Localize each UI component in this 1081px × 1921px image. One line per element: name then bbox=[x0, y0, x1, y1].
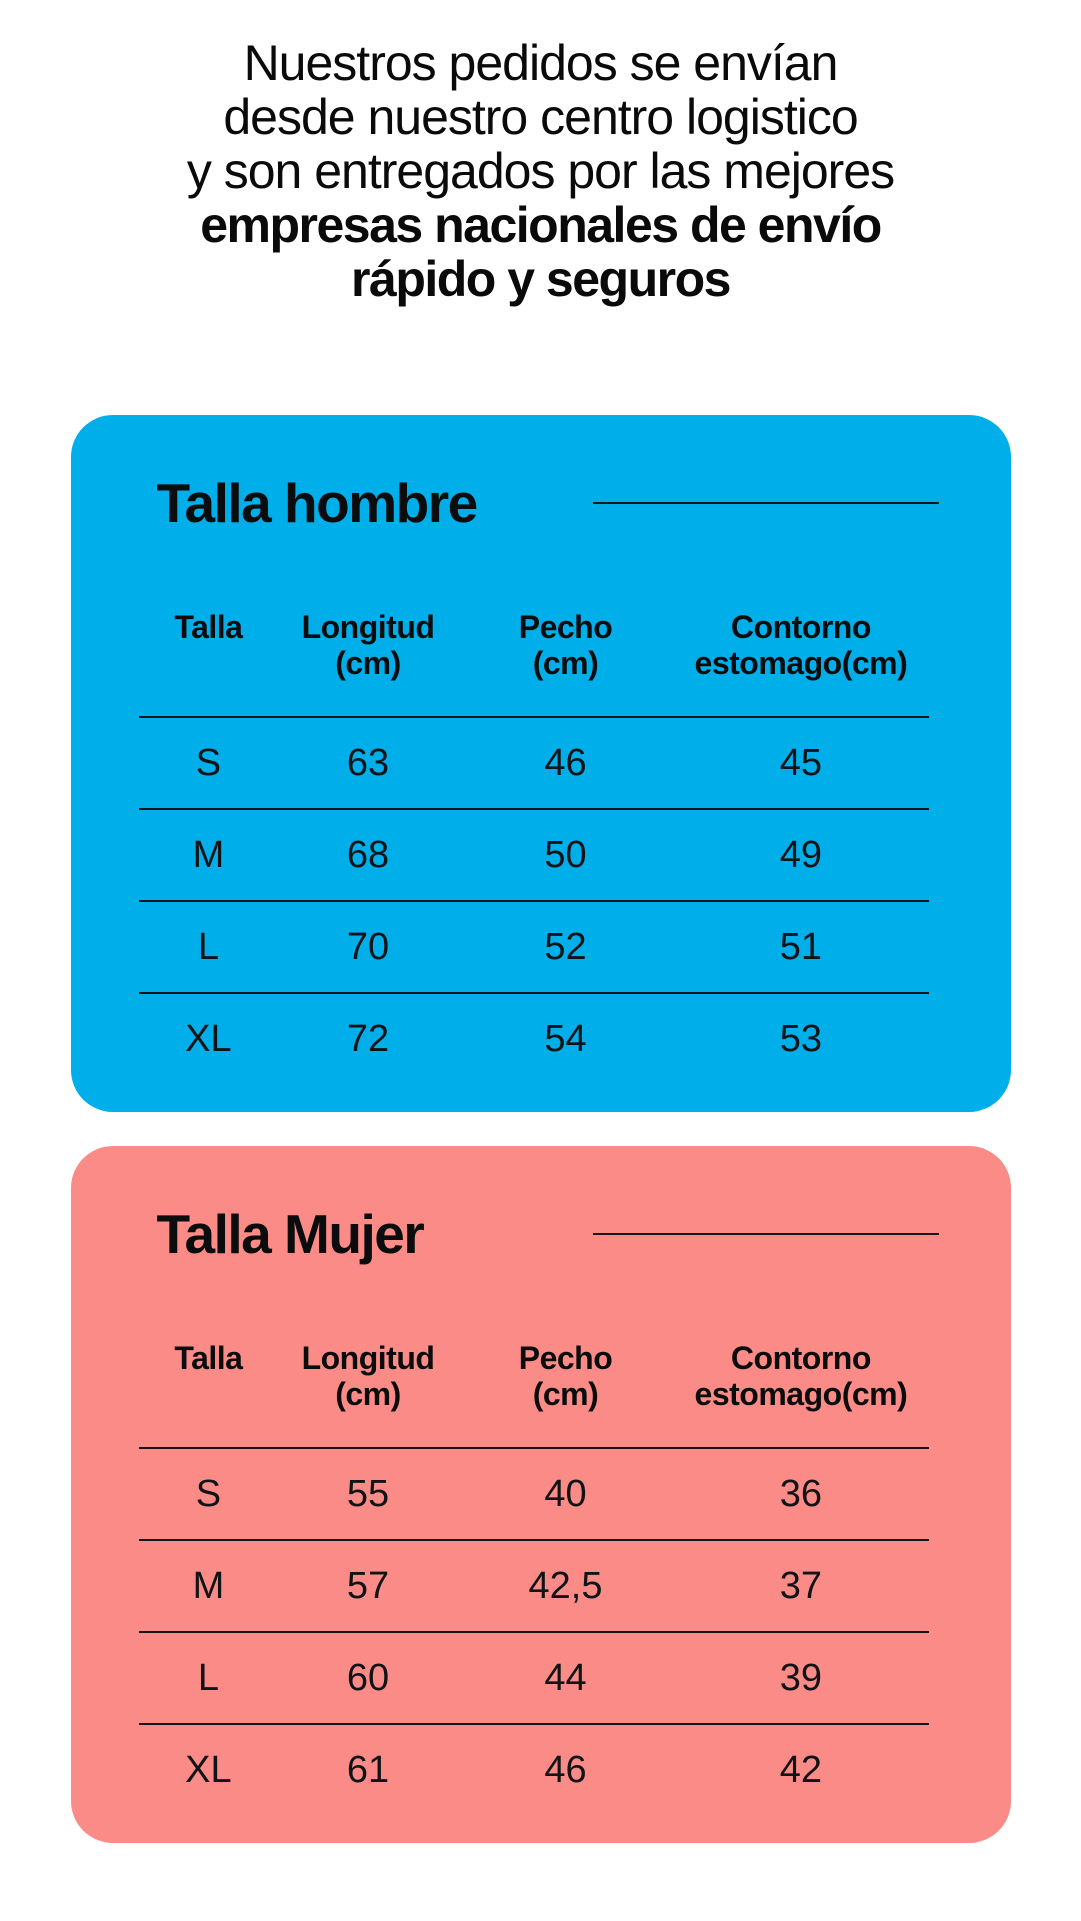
table-row-xl: XL 72 54 53 bbox=[139, 993, 929, 1084]
intro-regular-lines: Nuestros pedidos se envían desde nuestro… bbox=[0, 36, 1081, 198]
header-row: Talla Longitud (cm) Pecho (cm) Contorno … bbox=[138, 1340, 929, 1449]
women-size-table: Talla Longitud (cm) Pecho (cm) Contorno … bbox=[138, 1340, 929, 1815]
table-row-m: M 68 50 49 bbox=[138, 809, 929, 902]
size-cell: XL bbox=[185, 1018, 232, 1060]
value-cell: 72 bbox=[346, 1018, 390, 1060]
table-row-xl: XL 61 46 42 bbox=[139, 1724, 929, 1815]
column-header-contorno: Contorno estomago(cm) bbox=[673, 609, 929, 718]
column-header-longitud: Longitud (cm) bbox=[278, 609, 458, 718]
column-header-talla: Talla bbox=[138, 609, 279, 718]
men-table-header: Talla Longitud (cm) Pecho (cm) Contorno … bbox=[138, 609, 929, 718]
column-header-pecho: Pecho (cm) bbox=[457, 1340, 674, 1449]
value-cell: 42 bbox=[779, 1749, 823, 1791]
intro-line-5: rápido y seguros bbox=[351, 251, 731, 307]
size-cell: M bbox=[138, 1540, 279, 1633]
value-cell: 51 bbox=[673, 901, 929, 994]
value-cell: 53 bbox=[779, 1018, 823, 1060]
size-cell: S bbox=[138, 1448, 279, 1541]
men-size-card: Talla hombre Talla Longitud (cm) Pecho (… bbox=[70, 415, 1011, 1112]
women-size-card: Talla Mujer Talla Longitud (cm) Pecho (c… bbox=[70, 1146, 1011, 1843]
size-cell: XL bbox=[185, 1749, 232, 1791]
value-cell: 44 bbox=[457, 1632, 674, 1725]
column-header-contorno: Contorno estomago(cm) bbox=[673, 1340, 929, 1449]
value-cell: 52 bbox=[457, 901, 674, 994]
table-row-m: M 57 42,5 37 bbox=[138, 1540, 929, 1633]
intro-line-1: Nuestros pedidos se envían bbox=[243, 35, 839, 91]
value-cell: 50 bbox=[457, 809, 674, 902]
value-cell: 36 bbox=[673, 1448, 929, 1541]
value-cell: 57 bbox=[278, 1540, 458, 1633]
table-row-l: L 70 52 51 bbox=[138, 901, 929, 994]
title-decorative-line bbox=[592, 1233, 939, 1235]
intro-line-3: y son entregados por las mejores bbox=[186, 143, 895, 199]
column-header-talla: Talla bbox=[138, 1340, 279, 1449]
value-cell: 37 bbox=[673, 1540, 929, 1633]
value-cell: 61 bbox=[346, 1749, 390, 1791]
value-cell: 60 bbox=[278, 1632, 458, 1725]
value-cell: 63 bbox=[278, 717, 458, 810]
women-table-header: Talla Longitud (cm) Pecho (cm) Contorno … bbox=[138, 1340, 929, 1449]
size-cell: L bbox=[138, 901, 279, 994]
value-cell: 42,5 bbox=[457, 1540, 674, 1633]
table-row-l: L 60 44 39 bbox=[138, 1632, 929, 1725]
value-cell: 70 bbox=[278, 901, 458, 994]
intro-line-2: desde nuestro centro logistico bbox=[223, 89, 858, 145]
value-cell: 39 bbox=[673, 1632, 929, 1725]
table-row-s: S 55 40 36 bbox=[138, 1448, 929, 1541]
value-cell: 45 bbox=[673, 717, 929, 810]
men-size-table: Talla Longitud (cm) Pecho (cm) Contorno … bbox=[138, 609, 929, 1084]
value-cell: 46 bbox=[457, 717, 674, 810]
table-row-s: S 63 46 45 bbox=[138, 717, 929, 810]
header-row: Talla Longitud (cm) Pecho (cm) Contorno … bbox=[138, 609, 929, 718]
value-cell: 68 bbox=[278, 809, 458, 902]
title-decorative-line bbox=[592, 502, 939, 504]
men-card-title: Talla hombre bbox=[156, 472, 479, 534]
value-cell: 40 bbox=[457, 1448, 674, 1541]
size-cell: L bbox=[138, 1632, 279, 1725]
size-guide-page: Nuestros pedidos se envían desde nuestro… bbox=[0, 0, 1081, 1843]
intro-bold-lines: empresas nacionales de envío rápido y se… bbox=[0, 198, 1081, 306]
column-header-longitud: Longitud (cm) bbox=[278, 1340, 458, 1449]
intro-line-4: empresas nacionales de envío bbox=[200, 197, 882, 253]
women-card-title: Talla Mujer bbox=[156, 1203, 425, 1265]
size-cell: M bbox=[138, 809, 279, 902]
value-cell: 54 bbox=[544, 1018, 587, 1060]
value-cell: 49 bbox=[673, 809, 929, 902]
value-cell: 46 bbox=[544, 1749, 587, 1791]
size-cell: S bbox=[138, 717, 279, 810]
shipping-intro-text: Nuestros pedidos se envían desde nuestro… bbox=[0, 0, 1081, 306]
column-header-pecho: Pecho (cm) bbox=[457, 609, 674, 718]
value-cell: 55 bbox=[278, 1448, 458, 1541]
